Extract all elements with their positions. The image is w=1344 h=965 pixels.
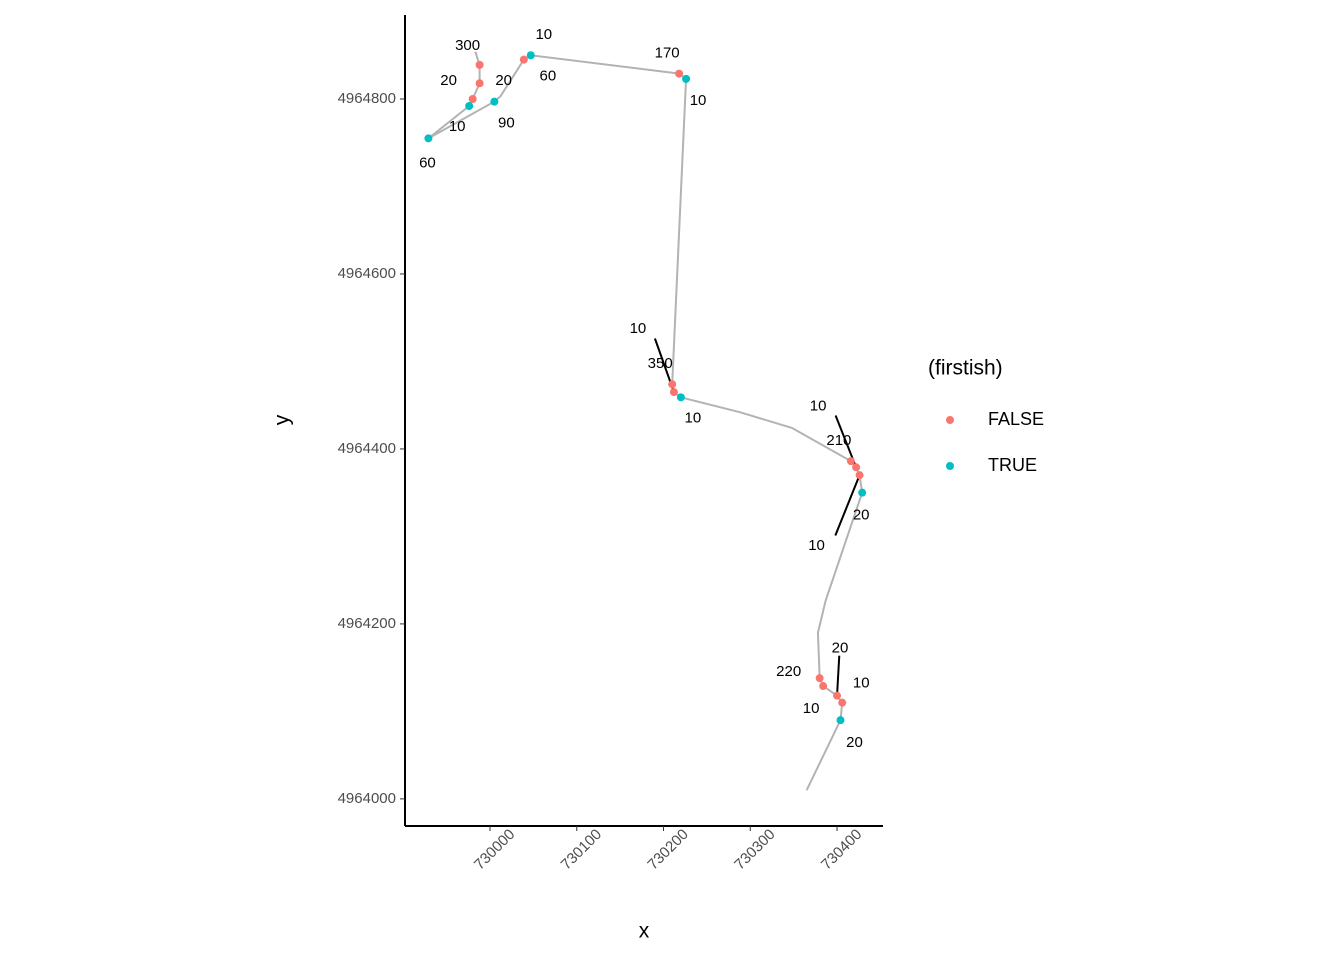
- point: [526, 51, 535, 60]
- point-label: 10: [449, 118, 466, 135]
- point: [819, 682, 828, 691]
- legend-key: [946, 462, 954, 470]
- point: [519, 55, 528, 64]
- point-label: 220: [776, 663, 801, 680]
- point-label: 10: [685, 409, 702, 426]
- point-label: 10: [853, 675, 870, 692]
- point-label: 60: [540, 68, 557, 85]
- point-label: 10: [810, 397, 827, 414]
- point: [475, 79, 484, 88]
- point-label: 20: [832, 640, 849, 657]
- point: [465, 101, 474, 110]
- point: [852, 463, 861, 472]
- point-label: 20: [846, 734, 863, 751]
- point: [682, 74, 691, 83]
- point-label: 10: [803, 700, 820, 717]
- point: [858, 488, 867, 497]
- point: [424, 134, 433, 143]
- point-label: 350: [648, 355, 673, 372]
- point: [846, 457, 855, 466]
- y-tick-label: 4964200: [338, 615, 396, 632]
- x-tick-label: 730200: [644, 826, 691, 873]
- point-label: 60: [419, 154, 436, 171]
- y-tick-label: 4964400: [338, 440, 396, 457]
- point-label: 20: [440, 72, 457, 89]
- legend-key: [946, 416, 954, 424]
- point: [855, 471, 864, 480]
- point: [838, 698, 847, 707]
- x-tick-label: 730300: [731, 826, 778, 873]
- x-tick-label: 730400: [818, 826, 865, 873]
- leader-line: [836, 655, 841, 696]
- point-label: 90: [498, 115, 515, 132]
- point: [676, 393, 685, 402]
- point: [833, 691, 842, 700]
- x-tick-label: 730000: [471, 826, 518, 873]
- point-label: 300: [455, 37, 480, 54]
- point-label: 210: [826, 432, 851, 449]
- legend-title: (firstish): [928, 357, 1003, 380]
- point-label: 10: [690, 92, 707, 109]
- point-label: 10: [808, 537, 825, 554]
- point: [669, 388, 678, 397]
- point: [675, 69, 684, 78]
- point-label: 170: [655, 45, 680, 62]
- point: [468, 94, 477, 103]
- y-tick-label: 4964000: [338, 790, 396, 807]
- legend-label: TRUE: [988, 455, 1037, 475]
- point-label: 10: [630, 320, 647, 337]
- point: [815, 674, 824, 683]
- legend-label: FALSE: [988, 409, 1044, 429]
- point-label: 10: [535, 26, 552, 43]
- point: [490, 97, 499, 106]
- y-tick-label: 4964600: [338, 265, 396, 282]
- x-axis-title: x: [639, 920, 650, 943]
- x-tick-label: 730100: [558, 826, 605, 873]
- leader-line: [834, 474, 861, 536]
- point: [836, 716, 845, 725]
- point: [668, 380, 677, 389]
- y-axis-title: y: [271, 414, 294, 425]
- point-label: 20: [853, 507, 870, 524]
- y-tick-label: 4964800: [338, 90, 396, 107]
- point: [475, 60, 484, 69]
- point-label: 20: [495, 72, 512, 89]
